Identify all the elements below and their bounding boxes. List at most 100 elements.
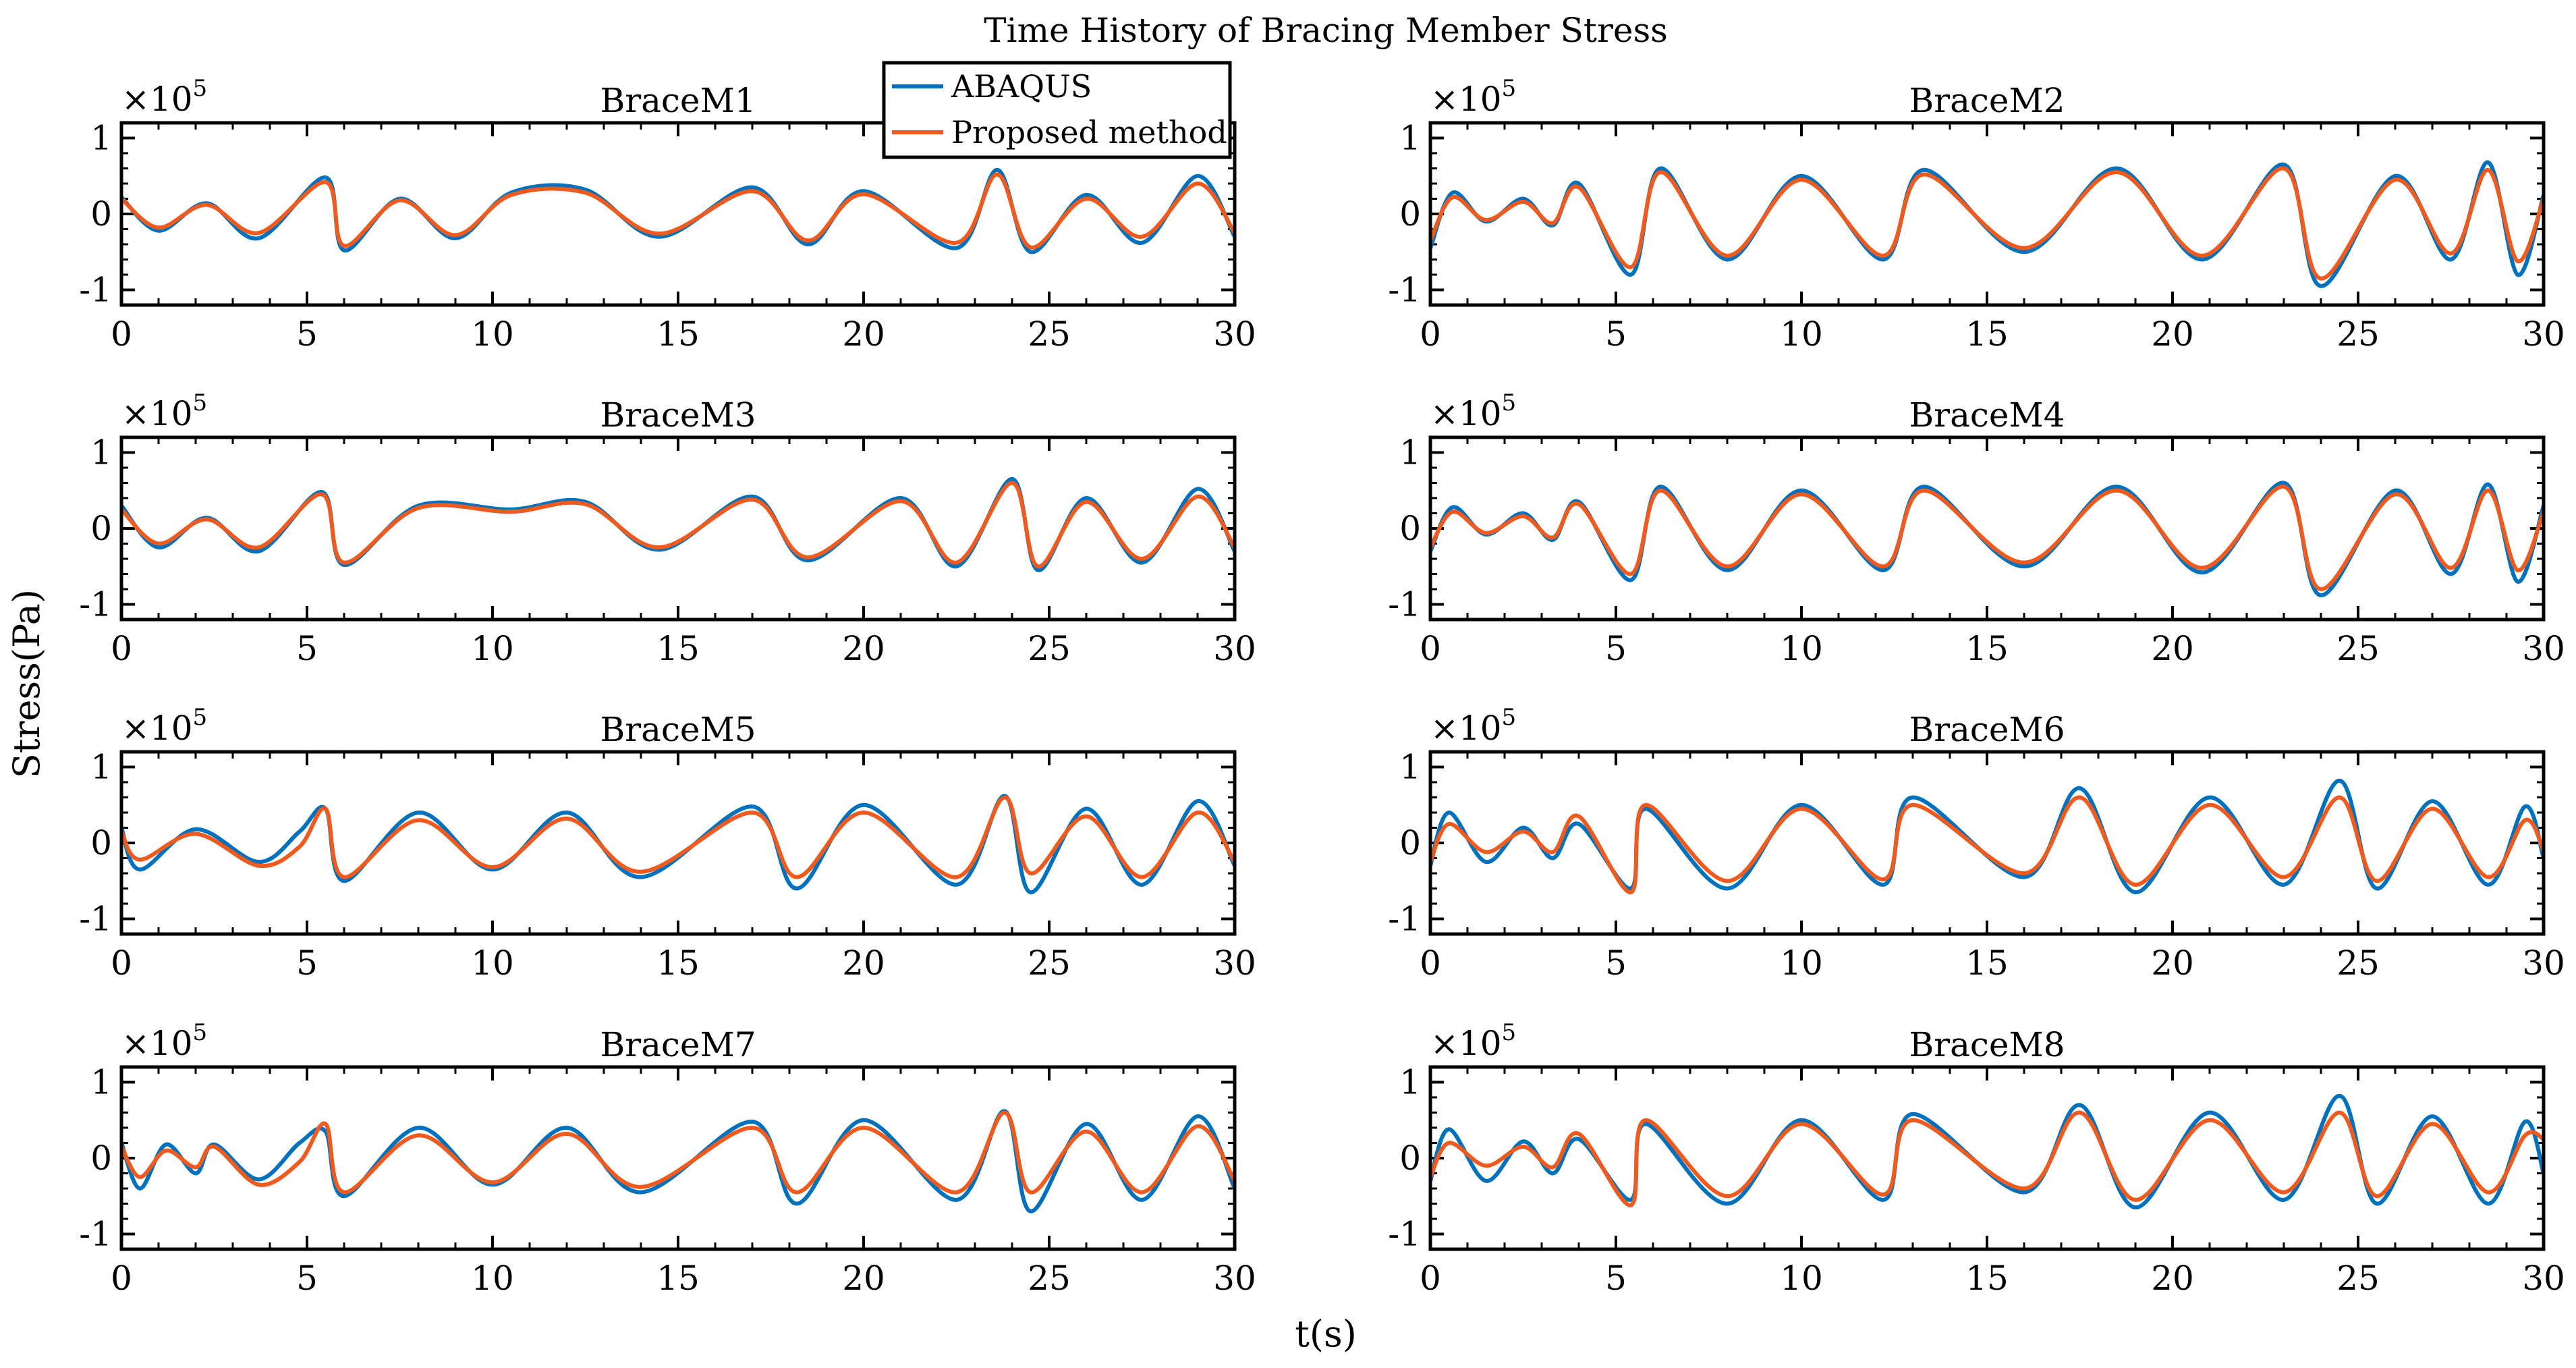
- x-tick-label: 10: [1780, 943, 1823, 983]
- exponent-power: 5: [193, 1019, 208, 1046]
- legend-box: [882, 61, 1232, 159]
- x-tick-label: 0: [111, 314, 132, 354]
- series-line-proposed: [121, 481, 1235, 569]
- x-tick-label: 15: [1965, 629, 2009, 668]
- x-tick-label: 15: [656, 629, 700, 668]
- y-tick-label: 0: [1399, 509, 1421, 548]
- exponent-power: 5: [1502, 1019, 1517, 1046]
- exponent-base: ×10: [121, 1024, 193, 1063]
- exponent-label: ×105: [1430, 704, 1516, 748]
- x-tick-label: 30: [2522, 314, 2565, 354]
- series-group: [121, 476, 1235, 572]
- exponent-label: ×105: [1430, 75, 1516, 119]
- axes-box: [1428, 750, 2546, 936]
- x-tick-label: 30: [1213, 629, 1256, 668]
- x-tick-label: 5: [296, 314, 318, 354]
- axes-box: [119, 1065, 1237, 1251]
- x-tick-label: 5: [1605, 314, 1627, 354]
- x-tick-label: 5: [1605, 1259, 1627, 1298]
- x-tick-label: 25: [2336, 1259, 2380, 1298]
- exponent-power: 5: [193, 389, 208, 416]
- y-tick-label: 1: [1399, 119, 1421, 158]
- y-tick-label: 0: [90, 1139, 112, 1178]
- x-tick-label: 10: [471, 943, 514, 983]
- y-tick-label: -1: [79, 1215, 112, 1254]
- x-tick-label: 25: [1028, 629, 1071, 668]
- x-tick-label: 20: [2151, 629, 2194, 668]
- x-tick-label: 5: [1605, 629, 1627, 668]
- subplot-title: BraceM6: [1909, 710, 2065, 749]
- exponent-label: ×105: [121, 1019, 207, 1063]
- x-tick-label: 15: [656, 314, 700, 354]
- series-group: [1430, 481, 2544, 597]
- x-tick-label: 0: [111, 1259, 132, 1298]
- x-tick-label: 5: [296, 1259, 318, 1298]
- exponent-base: ×10: [1430, 394, 1502, 433]
- series-line-proposed: [121, 1110, 1235, 1195]
- exponent-label: ×105: [121, 75, 207, 119]
- exponent-label: ×105: [1430, 1019, 1516, 1063]
- x-tick-label: 10: [471, 629, 514, 668]
- series-group: [121, 794, 1235, 895]
- exponent-power: 5: [193, 704, 208, 731]
- series-line-proposed: [121, 795, 1235, 879]
- x-tick-label: 15: [656, 1259, 700, 1298]
- x-tick-label: 5: [296, 629, 318, 668]
- exponent-base: ×10: [121, 394, 193, 433]
- x-tick-label: 15: [1965, 943, 2009, 983]
- y-axis-label: Stress(Pa): [5, 589, 48, 778]
- y-tick-label: 0: [90, 194, 112, 234]
- exponent-power: 5: [1502, 75, 1517, 102]
- y-tick-label: 1: [90, 119, 112, 158]
- y-tick-label: 1: [90, 748, 112, 787]
- x-tick-label: 20: [842, 314, 885, 354]
- series-group: [1430, 1093, 2544, 1210]
- y-tick-label: -1: [79, 585, 112, 624]
- x-tick-label: 0: [111, 943, 132, 983]
- axes-box: [119, 435, 1237, 622]
- x-tick-label: 30: [1213, 943, 1256, 983]
- axes-box: [119, 121, 1237, 307]
- x-tick-label: 25: [2336, 943, 2380, 983]
- exponent-power: 5: [1502, 389, 1517, 416]
- x-tick-label: 5: [296, 943, 318, 983]
- x-tick-label: 25: [2336, 629, 2380, 668]
- exponent-label: ×105: [121, 704, 207, 748]
- y-tick-label: 1: [1399, 433, 1421, 472]
- subplot-title: BraceM7: [600, 1025, 756, 1064]
- series-group: [1430, 160, 2544, 288]
- exponent-base: ×10: [121, 80, 193, 119]
- x-tick-label: 10: [1780, 629, 1823, 668]
- x-tick-label: 10: [471, 1259, 514, 1298]
- x-tick-label: 15: [1965, 314, 2009, 354]
- subplot-title: BraceM2: [1909, 81, 2065, 120]
- exponent-base: ×10: [1430, 80, 1502, 119]
- x-tick-label: 25: [2336, 314, 2380, 354]
- x-tick-label: 15: [656, 943, 700, 983]
- x-tick-label: 0: [1420, 314, 1441, 354]
- x-tick-label: 20: [842, 1259, 885, 1298]
- series-line-abaqus: [121, 794, 1235, 895]
- x-tick-label: 20: [842, 943, 885, 983]
- y-tick-label: 1: [90, 1063, 112, 1102]
- x-tick-label: 5: [1605, 943, 1627, 983]
- x-tick-label: 20: [2151, 314, 2194, 354]
- y-tick-label: 0: [1399, 1139, 1421, 1178]
- axes-box: [1428, 121, 2546, 307]
- x-tick-label: 10: [1780, 314, 1823, 354]
- series-group: [1430, 778, 2544, 895]
- x-tick-label: 30: [2522, 1259, 2565, 1298]
- figure-title: Time History of Bracing Member Stress: [984, 11, 1668, 50]
- axes-box: [1428, 1065, 2546, 1251]
- x-tick-label: 0: [1420, 943, 1441, 983]
- x-tick-label: 0: [1420, 629, 1441, 668]
- y-tick-label: 0: [90, 823, 112, 863]
- y-tick-label: 0: [90, 509, 112, 548]
